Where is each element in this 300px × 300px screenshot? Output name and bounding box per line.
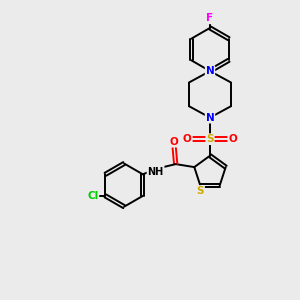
Text: S: S xyxy=(196,186,204,196)
Text: S: S xyxy=(206,134,214,144)
Text: N: N xyxy=(206,66,214,76)
Text: F: F xyxy=(206,13,214,23)
Text: O: O xyxy=(183,134,192,144)
Text: N: N xyxy=(206,112,214,123)
Text: O: O xyxy=(228,134,237,144)
Text: O: O xyxy=(170,136,178,147)
Text: NH: NH xyxy=(148,167,164,177)
Text: Cl: Cl xyxy=(87,191,98,201)
